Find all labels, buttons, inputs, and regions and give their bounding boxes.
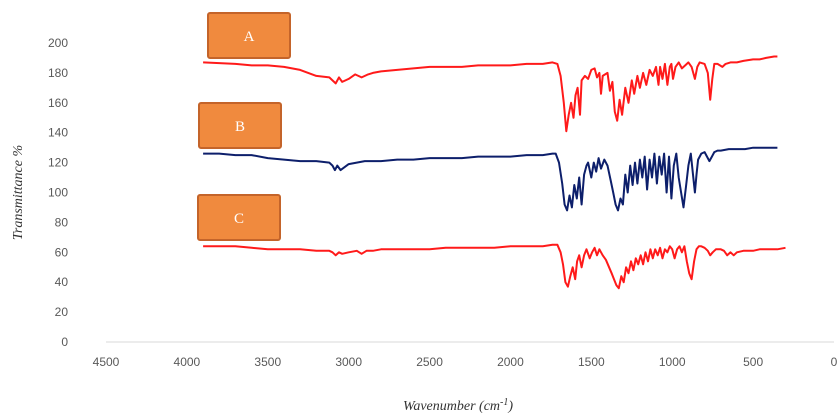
y-tick-label: 140 (48, 126, 68, 140)
series-label-box (207, 12, 291, 59)
x-axis-title-main: Wavenumber (cm (403, 399, 500, 414)
x-tick-label: 1000 (659, 355, 686, 369)
y-tick-label: 200 (48, 36, 68, 50)
series-line-b (203, 146, 778, 212)
y-tick-label: 40 (55, 275, 69, 289)
x-axis-ticks: 4500 4000 3500 3000 2500 2000 1500 1000 500 0 (93, 355, 838, 369)
annotation-layer: A B C (197, 12, 291, 241)
x-tick-label: 500 (743, 355, 763, 369)
series-label-text: A (244, 29, 255, 45)
y-tick-label: 120 (48, 156, 68, 170)
x-tick-label: 3000 (335, 355, 362, 369)
x-tick-label: 2000 (497, 355, 524, 369)
x-axis-title: Wavenumber (cm-1) (403, 397, 513, 415)
y-axis-ticks: 0 20 40 60 80 100 120 140 160 180 200 (48, 36, 68, 349)
series-label-box (198, 102, 282, 149)
x-axis-title-superscript: -1 (500, 397, 508, 408)
series-label-text: B (235, 119, 245, 135)
x-tick-label: 3500 (254, 355, 281, 369)
y-tick-label: 180 (48, 66, 68, 80)
x-tick-label: 4000 (174, 355, 201, 369)
y-tick-label: 20 (55, 305, 69, 319)
x-axis-title-close: ) (507, 399, 513, 414)
y-tick-label: 160 (48, 96, 68, 110)
y-tick-label: 80 (55, 215, 69, 229)
series-layer (203, 55, 786, 290)
series-line-c (203, 243, 786, 290)
y-tick-label: 0 (61, 335, 68, 349)
x-tick-label: 2500 (416, 355, 443, 369)
series-label-c: C (197, 194, 281, 241)
x-tick-label: 0 (831, 355, 838, 369)
y-tick-label: 100 (48, 186, 68, 200)
series-label-b: B (198, 102, 282, 149)
y-axis-title: Transmittance % (11, 145, 26, 240)
series-label-a: A (207, 12, 291, 59)
series-line-a (203, 55, 778, 133)
x-tick-label: 1500 (578, 355, 605, 369)
y-tick-label: 60 (55, 245, 69, 259)
series-label-text: C (234, 211, 244, 227)
x-tick-label: 4500 (93, 355, 120, 369)
series-label-box (197, 194, 281, 241)
